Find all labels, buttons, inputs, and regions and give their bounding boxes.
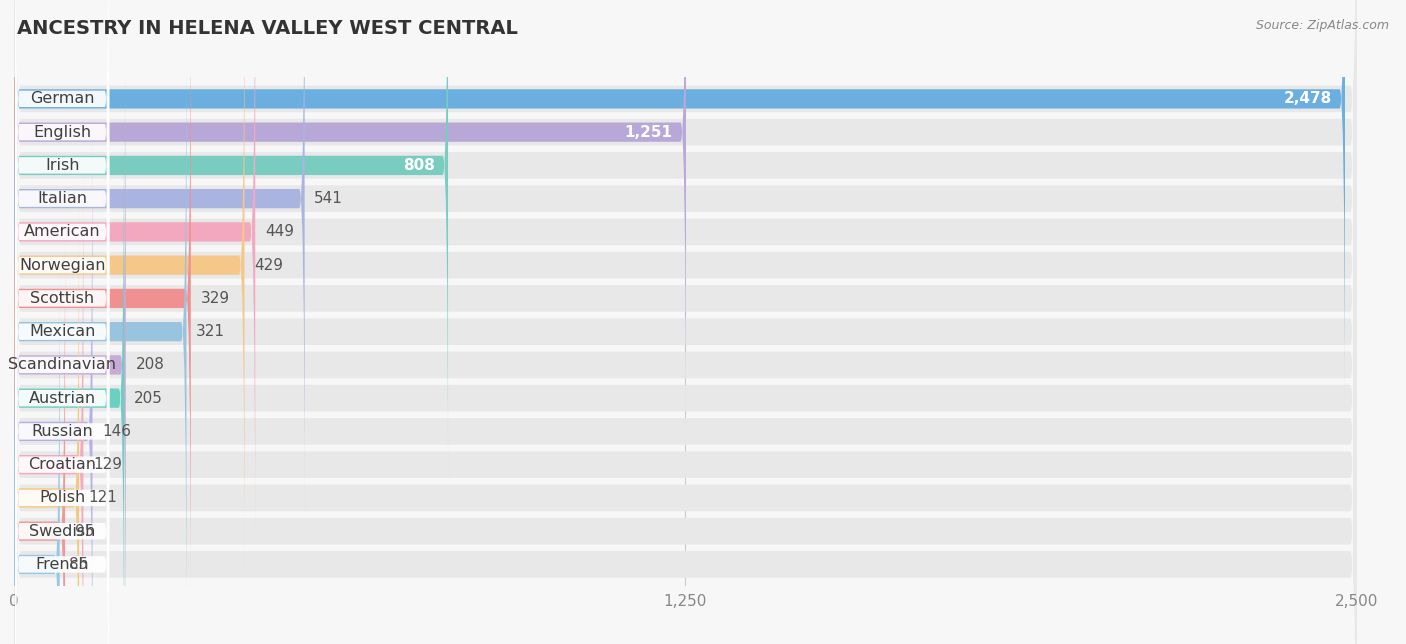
Text: 208: 208 bbox=[135, 357, 165, 372]
Text: Swedish: Swedish bbox=[30, 524, 96, 538]
Text: Russian: Russian bbox=[31, 424, 93, 439]
FancyBboxPatch shape bbox=[14, 9, 187, 644]
FancyBboxPatch shape bbox=[14, 12, 1357, 644]
FancyBboxPatch shape bbox=[14, 112, 1357, 644]
FancyBboxPatch shape bbox=[14, 79, 1357, 644]
FancyBboxPatch shape bbox=[15, 0, 110, 489]
FancyBboxPatch shape bbox=[14, 242, 59, 644]
FancyBboxPatch shape bbox=[14, 0, 1357, 644]
FancyBboxPatch shape bbox=[15, 174, 110, 644]
FancyBboxPatch shape bbox=[14, 178, 1357, 644]
Text: 541: 541 bbox=[315, 191, 343, 206]
Text: 808: 808 bbox=[402, 158, 434, 173]
Text: German: German bbox=[30, 91, 94, 106]
FancyBboxPatch shape bbox=[14, 109, 93, 644]
FancyBboxPatch shape bbox=[15, 74, 110, 589]
Text: 85: 85 bbox=[69, 557, 89, 572]
FancyBboxPatch shape bbox=[14, 0, 1357, 584]
FancyBboxPatch shape bbox=[14, 0, 1357, 644]
Text: 146: 146 bbox=[103, 424, 131, 439]
Text: Norwegian: Norwegian bbox=[18, 258, 105, 272]
FancyBboxPatch shape bbox=[15, 0, 110, 357]
FancyBboxPatch shape bbox=[15, 107, 110, 623]
Text: 121: 121 bbox=[89, 491, 118, 506]
FancyBboxPatch shape bbox=[14, 0, 1357, 518]
FancyBboxPatch shape bbox=[14, 0, 245, 588]
Text: 429: 429 bbox=[254, 258, 283, 272]
FancyBboxPatch shape bbox=[14, 0, 1346, 422]
FancyBboxPatch shape bbox=[15, 0, 110, 390]
FancyBboxPatch shape bbox=[15, 207, 110, 644]
FancyBboxPatch shape bbox=[15, 0, 110, 457]
FancyBboxPatch shape bbox=[15, 41, 110, 556]
FancyBboxPatch shape bbox=[14, 208, 65, 644]
Text: Irish: Irish bbox=[45, 158, 79, 173]
Text: American: American bbox=[24, 224, 100, 240]
FancyBboxPatch shape bbox=[15, 240, 110, 644]
Text: Polish: Polish bbox=[39, 491, 86, 506]
Text: 321: 321 bbox=[195, 324, 225, 339]
Text: 95: 95 bbox=[75, 524, 94, 538]
Text: 205: 205 bbox=[134, 391, 163, 406]
FancyBboxPatch shape bbox=[15, 307, 110, 644]
FancyBboxPatch shape bbox=[14, 0, 1357, 551]
FancyBboxPatch shape bbox=[15, 273, 110, 644]
FancyBboxPatch shape bbox=[14, 0, 305, 522]
FancyBboxPatch shape bbox=[14, 0, 449, 488]
Text: Source: ZipAtlas.com: Source: ZipAtlas.com bbox=[1256, 19, 1389, 32]
Text: Croatian: Croatian bbox=[28, 457, 96, 472]
FancyBboxPatch shape bbox=[15, 7, 110, 523]
FancyBboxPatch shape bbox=[14, 146, 1357, 644]
Text: ANCESTRY IN HELENA VALLEY WEST CENTRAL: ANCESTRY IN HELENA VALLEY WEST CENTRAL bbox=[17, 19, 517, 39]
FancyBboxPatch shape bbox=[14, 0, 1357, 618]
Text: Austrian: Austrian bbox=[28, 391, 96, 406]
Text: 129: 129 bbox=[93, 457, 122, 472]
Text: French: French bbox=[35, 557, 89, 572]
Text: Scottish: Scottish bbox=[30, 291, 94, 306]
FancyBboxPatch shape bbox=[14, 0, 1357, 644]
FancyBboxPatch shape bbox=[14, 0, 191, 621]
FancyBboxPatch shape bbox=[14, 0, 686, 455]
Text: 2,478: 2,478 bbox=[1284, 91, 1331, 106]
FancyBboxPatch shape bbox=[14, 75, 124, 644]
FancyBboxPatch shape bbox=[14, 175, 79, 644]
FancyBboxPatch shape bbox=[14, 0, 1357, 485]
FancyBboxPatch shape bbox=[14, 0, 256, 554]
FancyBboxPatch shape bbox=[14, 142, 83, 644]
FancyBboxPatch shape bbox=[15, 140, 110, 644]
FancyBboxPatch shape bbox=[15, 0, 110, 423]
FancyBboxPatch shape bbox=[14, 46, 1357, 644]
FancyBboxPatch shape bbox=[14, 0, 1357, 644]
Text: Mexican: Mexican bbox=[30, 324, 96, 339]
Text: 329: 329 bbox=[201, 291, 229, 306]
Text: Italian: Italian bbox=[37, 191, 87, 206]
Text: 1,251: 1,251 bbox=[624, 125, 672, 140]
Text: Scandinavian: Scandinavian bbox=[8, 357, 117, 372]
Text: English: English bbox=[34, 125, 91, 140]
Text: 449: 449 bbox=[264, 224, 294, 240]
FancyBboxPatch shape bbox=[14, 42, 125, 644]
